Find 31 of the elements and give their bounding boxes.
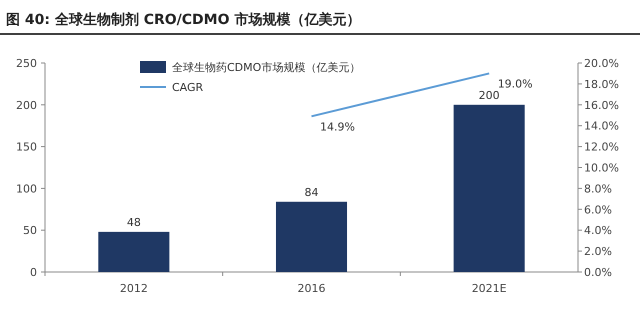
y-tick-label: 100 <box>16 182 37 196</box>
data-label: 48 <box>126 216 141 229</box>
y-tick-label: 50 <box>23 224 37 238</box>
data-label: 200 <box>478 88 500 102</box>
y2-tick-label: 18.0% <box>584 78 619 91</box>
y2-tick-label: 14.0% <box>584 120 619 133</box>
y2-tick-label: 4.0% <box>584 224 612 238</box>
x-tick-label: 2012 <box>120 282 148 295</box>
y2-tick-label: 16.0% <box>584 98 619 112</box>
chart-title: 图 40: 全球生物制剂 CRO/CDMO 市场规模（亿美元） <box>6 11 360 28</box>
y2-tick-label: 6.0% <box>584 203 612 216</box>
bar <box>454 104 525 272</box>
y-tick-label: 150 <box>16 140 37 154</box>
data-label: 19.0% <box>498 77 533 90</box>
y2-tick-label: 2.0% <box>584 245 612 258</box>
y-tick-label: 250 <box>16 57 37 70</box>
x-tick-label: 2021E <box>472 282 507 295</box>
legend-label: 全球生物药CDMO市场规模（亿美元） <box>172 61 360 74</box>
y2-tick-label: 8.0% <box>584 182 612 196</box>
bar <box>98 232 170 272</box>
x-tick-label: 2016 <box>298 282 326 295</box>
data-label: 14.9% <box>320 120 355 134</box>
y2-tick-label: 0.0% <box>584 266 612 279</box>
data-label: 84 <box>304 186 318 199</box>
y-tick-label: 0 <box>30 266 37 279</box>
y2-tick-label: 10.0% <box>584 162 619 174</box>
y2-tick-label: 12.0% <box>584 140 619 154</box>
bar <box>276 202 348 272</box>
y2-tick-label: 20.0% <box>584 57 619 70</box>
legend-label: CAGR <box>172 81 204 94</box>
y-tick-label: 200 <box>16 98 37 112</box>
